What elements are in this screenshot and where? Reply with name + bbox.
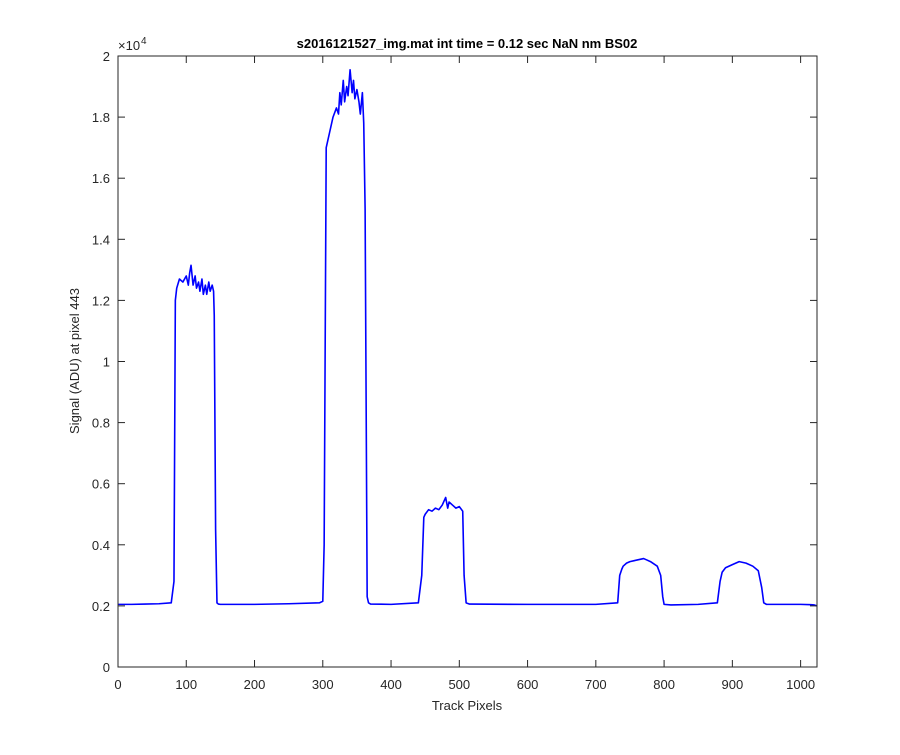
y-tick-label: 1.4 [92,232,110,247]
x-tick-label: 800 [653,677,675,692]
y-tick-label: 0.8 [92,416,110,431]
x-tick-label: 300 [312,677,334,692]
series-line-0 [118,68,818,607]
x-tick-label: 700 [585,677,607,692]
y-tick-label: 0.4 [92,538,110,553]
y-tick-label: 0.6 [92,477,110,492]
series-layer [118,68,818,607]
y-tick-label: 1.2 [92,293,110,308]
y-axis-label: Signal (ADU) at pixel 443 [67,288,82,434]
x-tick-label: 500 [448,677,470,692]
x-tick-label: 600 [517,677,539,692]
x-tick-label: 0 [114,677,121,692]
x-axis: 0 100 200 300 400 500 600 700 800 900 1000 [114,56,815,692]
y-tick-label: 1 [103,355,110,370]
y-exponent-power: 4 [141,36,147,47]
y-tick-label: 2 [103,49,110,64]
y-axis: 0 0.2 0.4 0.6 0.8 1 1.2 1.4 1.6 1.8 2 [92,49,817,675]
x-tick-label: 400 [380,677,402,692]
x-tick-label: 1000 [786,677,815,692]
x-tick-label: 900 [722,677,744,692]
y-exponent-base: ×10 [118,38,140,53]
plot-area [118,56,817,667]
y-tick-label: 1.8 [92,110,110,125]
x-axis-label: Track Pixels [432,698,503,713]
y-tick-label: 0.2 [92,599,110,614]
x-tick-label: 200 [244,677,266,692]
x-tick-label: 100 [175,677,197,692]
y-tick-label: 0 [103,660,110,675]
y-tick-label: 1.6 [92,171,110,186]
chart-title: s2016121527_img.mat int time = 0.12 sec … [297,36,638,51]
